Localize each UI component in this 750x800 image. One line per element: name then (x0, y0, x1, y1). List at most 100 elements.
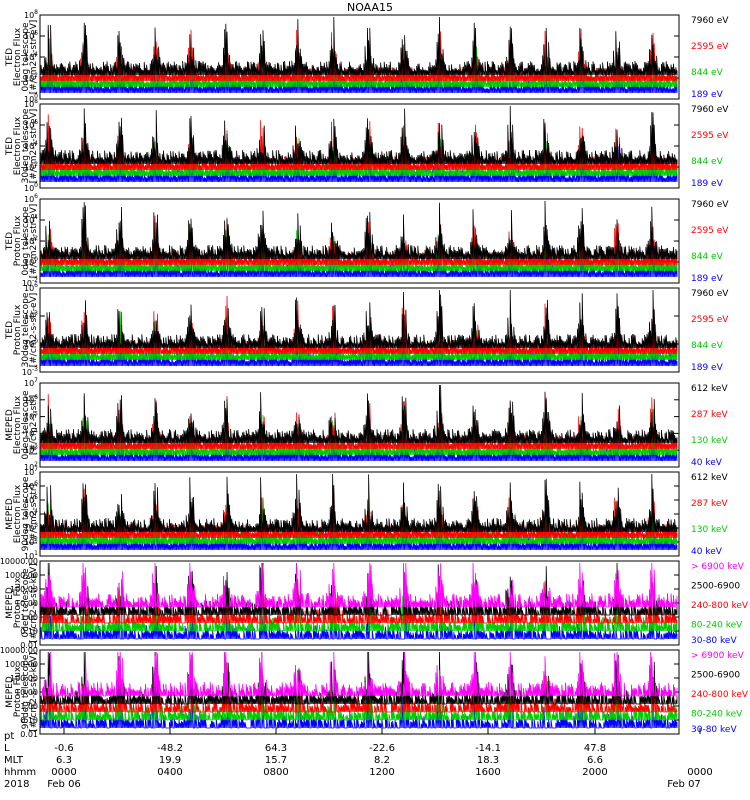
series-trace (40, 38, 678, 88)
series-trace (40, 114, 678, 171)
y-tick-label: 100.00 (10, 585, 38, 594)
y-tick-label: 101 (24, 550, 38, 561)
y-tick-label: 10-3 (22, 366, 38, 377)
x-row-label: MLT (4, 755, 24, 766)
y-axis-label: TEDElectron Flux30deg telescope[#/cm2-s-… (5, 108, 39, 183)
legend-entry: 844 eV (691, 341, 724, 351)
series-trace (40, 651, 678, 705)
series-trace (40, 50, 678, 94)
y-tick-label: 107 (24, 466, 38, 477)
legend-entry: 30-80 keV (691, 725, 737, 735)
y-tick-label: 102 (24, 72, 38, 83)
y-axis-label: MEPEDElectron Flux0deg telescope[#/cm2-s… (5, 390, 39, 460)
y-tick-label: 108 (24, 98, 38, 109)
series-trace (40, 325, 678, 367)
legend-entry: 7960 eV (691, 289, 729, 299)
x-tick-label: 1200 (369, 767, 394, 778)
series-trace (40, 105, 678, 165)
legend-entry: 287 keV (691, 499, 728, 509)
y-tick-label: 10-2 (22, 277, 38, 288)
y-tick-label: 1000.00 (5, 660, 38, 669)
y-axis-label: TEDElectron Flux0deg telescope[#/cm2-s-s… (5, 20, 39, 95)
series-trace (40, 674, 678, 721)
y-tick-label: 103 (24, 522, 38, 533)
y-tick-label: 106 (24, 394, 38, 405)
legend-entry: 844 eV (691, 68, 724, 78)
y-tick-label: 105 (24, 494, 38, 505)
y-axis-label: MEPEDProton Flux0deg telescope[#/cm2-s-s… (5, 563, 39, 642)
legend-entry: 40 keV (691, 458, 723, 468)
series-trace (40, 497, 678, 545)
y-axis-label: TEDProton Flux0deg telescope[#/cm2-s-str… (5, 204, 39, 279)
y-tick-label: 106 (24, 30, 38, 41)
y-tick-label: 100 (24, 182, 38, 193)
series-trace (40, 384, 678, 444)
legend-entry: 2595 eV (691, 42, 729, 52)
x-start-date: Feb 06 (47, 779, 81, 790)
legend-entry: 844 eV (691, 252, 724, 262)
legend-entry: 2595 eV (691, 315, 729, 325)
legend-entry: 240-800 keV (691, 690, 749, 700)
legend-entry: 189 eV (691, 274, 724, 284)
legend-entry: > 6900 keV (691, 562, 745, 572)
x-end-date: Feb 07 (667, 779, 701, 790)
legend-entry: 612 keV (691, 384, 728, 394)
legend-entry: 2595 eV (691, 226, 729, 236)
x-tick-label: 47.8 (584, 743, 606, 754)
x-tick-label: -14.1 (475, 743, 501, 754)
y-tick-label: 104 (24, 140, 38, 151)
legend-entry: 7960 eV (691, 105, 729, 115)
series-trace (40, 289, 678, 349)
y-axis-label: TEDProton Flux30deg telescope[#/cm2-s-st… (5, 292, 39, 367)
x-tick-label: 64.3 (265, 743, 287, 754)
x-tick-label: 0400 (157, 767, 182, 778)
x-tick-label: 0000 (687, 767, 712, 778)
y-tick-label: 104 (24, 508, 38, 519)
y-tick-label: 106 (24, 119, 38, 130)
series-trace (40, 562, 678, 608)
series-trace (40, 473, 678, 533)
legend-entry: 80-240 keV (691, 621, 743, 631)
x-tick-label: -0.6 (54, 743, 74, 754)
legend-entry: 2500-6900 (691, 671, 740, 681)
legend-entry: 2500-6900 (691, 582, 740, 592)
y-tick-label: 100 (24, 338, 38, 349)
y-tick-label: 10000.00 (0, 646, 38, 655)
legend-entry: 189 eV (691, 90, 724, 100)
y-tick-label: 100.00 (10, 674, 38, 683)
series-trace (40, 573, 678, 624)
y-tick-label: 100 (24, 93, 38, 104)
x-tick-label: 2000 (582, 767, 607, 778)
y-tick-label: 1000.00 (5, 571, 38, 580)
y-tick-label: 102 (24, 235, 38, 246)
legend-entry: 130 keV (691, 436, 728, 446)
series-trace (40, 562, 678, 616)
y-tick-label: 10.00 (15, 688, 38, 697)
year-label: 2018 (4, 779, 29, 790)
legend-entry: 287 keV (691, 410, 728, 420)
y-axis-label: MEPEDProton Flux90deg telescope[#/cm2-s-… (5, 652, 39, 731)
y-tick-label: 102 (24, 461, 38, 472)
legend-entry: 189 eV (691, 179, 724, 189)
y-tick-label: 106 (24, 282, 38, 293)
legend-entry: 844 eV (691, 157, 724, 167)
y-tick-label: 0.10 (20, 716, 38, 725)
y-tick-label: 10000.00 (0, 557, 38, 566)
chart-title: NOAA15 (347, 1, 393, 14)
legend-entry: 240-800 keV (691, 601, 749, 611)
x-row-label: pt (4, 731, 14, 742)
y-tick-label: 1.00 (20, 702, 38, 711)
legend-entry: 2595 eV (691, 131, 729, 141)
x-tick-label: 19.9 (159, 755, 181, 766)
legend-entry: 7960 eV (691, 200, 729, 210)
series-trace (40, 215, 678, 266)
x-tick-label: 6.3 (56, 755, 72, 766)
y-tick-label: 103 (24, 444, 38, 455)
y-tick-label: 102 (24, 161, 38, 172)
panel-frame (39, 287, 680, 373)
y-tick-label: 107 (24, 377, 38, 388)
legend-entry: 40 keV (691, 547, 723, 557)
legend-entry: 7960 eV (691, 16, 729, 26)
